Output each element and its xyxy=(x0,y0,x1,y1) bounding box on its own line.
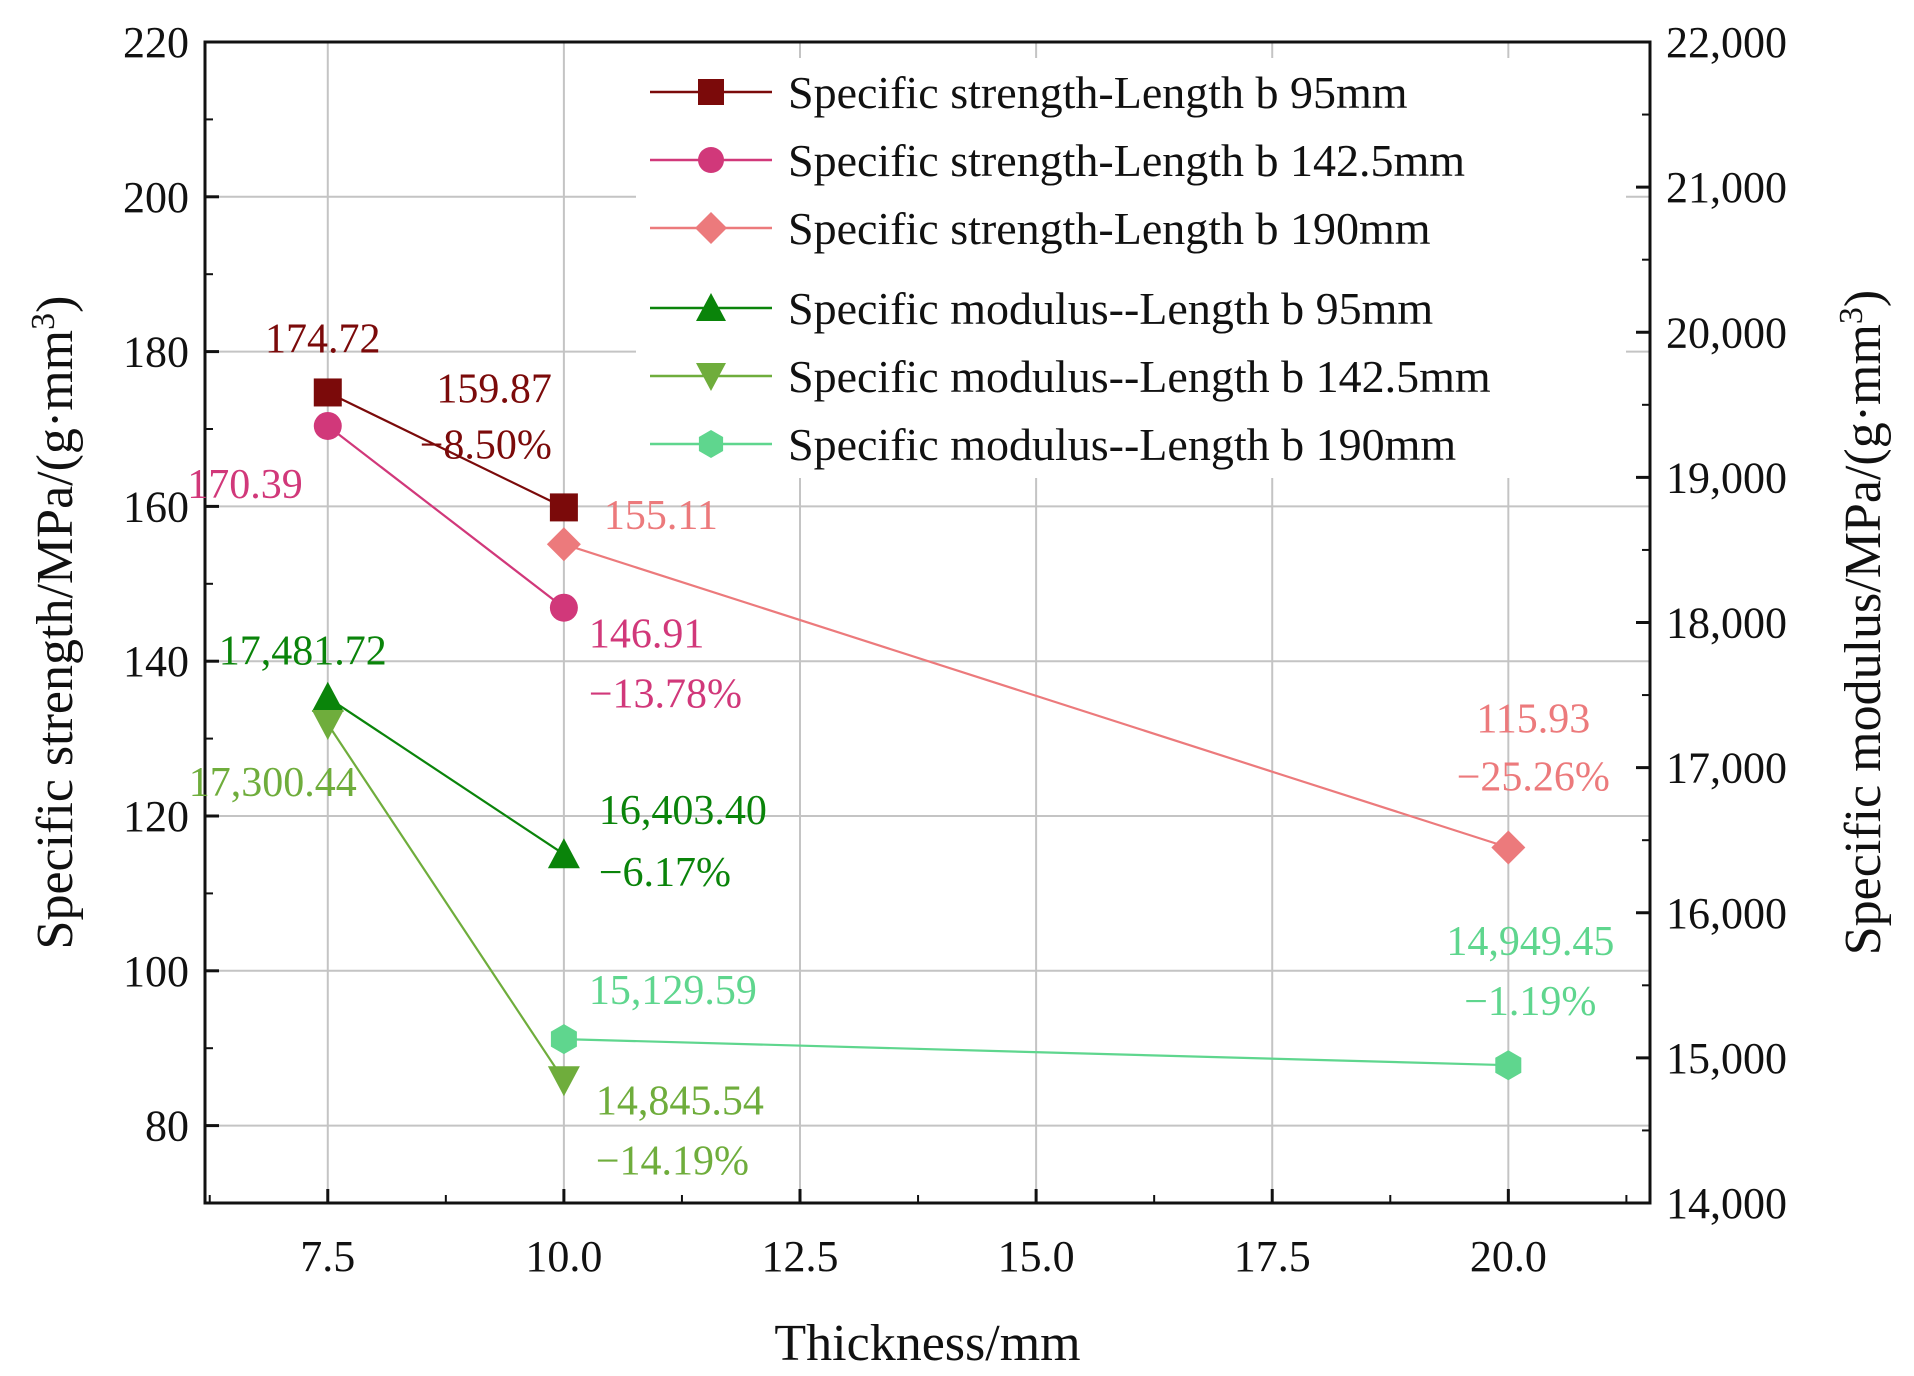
x-tick-label: 10.0 xyxy=(525,1232,602,1281)
marker-triangle-up xyxy=(696,293,726,321)
x-tick-label: 7.5 xyxy=(300,1232,355,1281)
y-left-axis-title: Specific strength/MPa/(g·mm3) xyxy=(25,296,84,950)
y-right-tick-label: 14,000 xyxy=(1666,1179,1787,1228)
legend-entry: Specific strength-Length b 190mm xyxy=(788,203,1431,254)
data-label: −13.78% xyxy=(589,672,742,718)
y-left-title-close: ) xyxy=(27,296,84,313)
marker-triangle-up xyxy=(311,681,344,712)
marker-square xyxy=(698,79,724,105)
series-line xyxy=(327,391,565,509)
marker-triangle-down xyxy=(547,1066,580,1097)
marker-circle xyxy=(698,147,724,173)
marker-square xyxy=(549,493,578,522)
series-6: 15,129.59 14,949.45 −1.19% xyxy=(550,919,1614,1081)
x-tick-label: 12.5 xyxy=(762,1232,839,1281)
y-left-title-sup: 3 xyxy=(25,313,62,330)
legend-entry: Specific strength-Length b 95mm xyxy=(788,67,1408,118)
series-line xyxy=(563,1038,1509,1067)
y-left-tick-label: 100 xyxy=(123,947,189,996)
y-left-tick-label: 120 xyxy=(123,792,189,841)
y-right-tick-label: 16,000 xyxy=(1666,889,1787,938)
y-right-axis-title: Specific modulus/MPa/(g·mm3) xyxy=(1833,290,1892,956)
series-3: 155.11 115.93 −25.26% xyxy=(546,493,1610,865)
marker-hexagon xyxy=(550,1024,577,1055)
legend: Specific strength-Length b 95mm Specific … xyxy=(636,58,1626,478)
data-label: 17,300.44 xyxy=(189,760,357,806)
marker-triangle-down xyxy=(696,363,726,391)
y-right-tick-label: 18,000 xyxy=(1666,599,1787,648)
y-left-tick-label: 160 xyxy=(123,482,189,531)
data-label: 14,845.54 xyxy=(596,1078,764,1124)
series-line xyxy=(327,425,565,609)
y-left-tick-label: 80 xyxy=(145,1102,189,1151)
y-right-tick-label: 20,000 xyxy=(1666,308,1787,357)
data-label: 14,949.45 xyxy=(1446,919,1614,965)
legend-entry: Specific modulus--Length b 142.5mm xyxy=(788,351,1491,402)
legend-background xyxy=(636,58,1626,478)
marker-hexagon xyxy=(698,430,724,458)
y-right-tick-label: 15,000 xyxy=(1666,1034,1787,1083)
data-label: 146.91 xyxy=(589,612,705,658)
data-label: 115.93 xyxy=(1476,697,1590,743)
marker-triangle-up xyxy=(547,838,580,869)
data-label: −25.26% xyxy=(1457,755,1610,801)
x-tick-label: 15.0 xyxy=(998,1232,1075,1281)
data-label: 17,481.72 xyxy=(219,629,387,675)
data-label: 170.39 xyxy=(187,462,303,508)
axis-ticks: 7.5 10.0 12.5 15.0 17.5 20.0 80 100 120 140 160 180… xyxy=(123,18,1787,1281)
marker-triangle-down xyxy=(311,710,344,741)
data-label: 174.72 xyxy=(265,316,381,362)
series-5: 17,300.44 14,845.54 −14.19% xyxy=(189,710,764,1184)
y-left-tick-label: 200 xyxy=(123,173,189,222)
marker-diamond xyxy=(546,527,581,562)
marker-circle xyxy=(313,411,342,440)
legend-entry: Specific strength-Length b 142.5mm xyxy=(788,135,1465,186)
y-left-tick-label: 180 xyxy=(123,328,189,377)
y-right-tick-label: 17,000 xyxy=(1666,744,1787,793)
y-right-tick-label: 22,000 xyxy=(1666,18,1787,67)
marker-diamond xyxy=(695,212,727,244)
x-axis-title: Thickness/mm xyxy=(774,1315,1080,1372)
series-2: 170.39 146.91 −13.78% xyxy=(187,411,742,718)
y-left-title-main: Specific strength/MPa/(g·mm xyxy=(27,330,84,950)
y-right-title-close: ) xyxy=(1835,290,1892,307)
x-tick-label: 20.0 xyxy=(1470,1232,1547,1281)
series-line xyxy=(326,723,565,1081)
series-4: 17,481.72 16,403.40 −6.17% xyxy=(219,629,767,896)
y-right-title-main: Specific modulus/MPa/(g·mm xyxy=(1835,324,1892,955)
data-label: 16,403.40 xyxy=(599,788,767,834)
legend-entry: Specific modulus--Length b 190mm xyxy=(788,419,1456,470)
data-label: −8.50% xyxy=(420,422,552,468)
y-left-tick-label: 220 xyxy=(123,18,189,67)
data-label: 15,129.59 xyxy=(589,968,757,1014)
series-1: 174.72 159.87 −8.50% xyxy=(265,316,578,522)
marker-circle xyxy=(549,593,578,622)
series-line xyxy=(563,543,1509,849)
y-left-tick-label: 140 xyxy=(123,637,189,686)
data-label: −14.19% xyxy=(596,1138,749,1184)
marker-square xyxy=(313,378,342,407)
data-label: −6.17% xyxy=(599,850,731,896)
data-label: 159.87 xyxy=(436,366,552,412)
data-label: 155.11 xyxy=(604,493,718,539)
series-line xyxy=(327,696,565,856)
y-right-title-sup: 3 xyxy=(1833,307,1870,324)
x-tick-label: 17.5 xyxy=(1234,1232,1311,1281)
data-label: −1.19% xyxy=(1464,979,1596,1025)
y-right-tick-label: 21,000 xyxy=(1666,163,1787,212)
y-right-tick-label: 19,000 xyxy=(1666,453,1787,502)
legend-entry: Specific modulus--Length b 95mm xyxy=(788,283,1433,334)
marker-diamond xyxy=(1491,830,1526,865)
series-layer: 174.72159.87−8.50%170.39146.91−13.78%155… xyxy=(187,316,1614,1184)
marker-hexagon xyxy=(1495,1050,1522,1081)
